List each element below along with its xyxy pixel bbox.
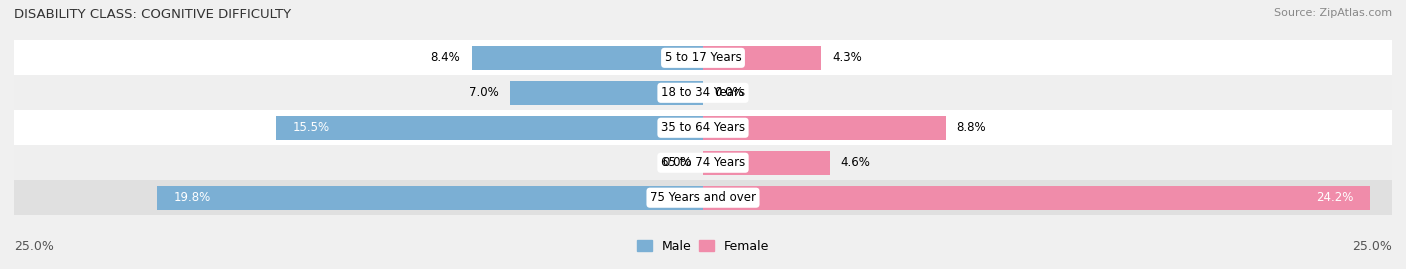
Bar — [14, 145, 1392, 180]
Bar — [703, 151, 830, 175]
Bar — [471, 46, 703, 70]
Text: 24.2%: 24.2% — [1316, 191, 1354, 204]
Text: 0.0%: 0.0% — [662, 156, 692, 169]
Text: 18 to 34 Years: 18 to 34 Years — [661, 86, 745, 99]
Bar — [14, 75, 1392, 110]
Text: 75 Years and over: 75 Years and over — [650, 191, 756, 204]
Text: 4.6%: 4.6% — [841, 156, 870, 169]
Text: 35 to 64 Years: 35 to 64 Years — [661, 121, 745, 134]
Bar — [14, 110, 1392, 145]
Text: 15.5%: 15.5% — [292, 121, 329, 134]
Legend: Male, Female: Male, Female — [631, 235, 775, 258]
Bar — [14, 180, 1392, 215]
Bar — [703, 46, 821, 70]
Text: 8.8%: 8.8% — [956, 121, 986, 134]
Text: 25.0%: 25.0% — [14, 240, 53, 253]
Bar — [703, 186, 1369, 210]
Text: DISABILITY CLASS: COGNITIVE DIFFICULTY: DISABILITY CLASS: COGNITIVE DIFFICULTY — [14, 8, 291, 21]
Bar — [276, 116, 703, 140]
Bar — [703, 116, 945, 140]
Text: 65 to 74 Years: 65 to 74 Years — [661, 156, 745, 169]
Bar — [157, 186, 703, 210]
Text: 19.8%: 19.8% — [174, 191, 211, 204]
Bar — [510, 81, 703, 105]
Text: 7.0%: 7.0% — [470, 86, 499, 99]
Text: 25.0%: 25.0% — [1353, 240, 1392, 253]
Text: Source: ZipAtlas.com: Source: ZipAtlas.com — [1274, 8, 1392, 18]
Text: 0.0%: 0.0% — [714, 86, 744, 99]
Text: 4.3%: 4.3% — [832, 51, 862, 64]
Bar — [14, 40, 1392, 75]
Text: 5 to 17 Years: 5 to 17 Years — [665, 51, 741, 64]
Text: 8.4%: 8.4% — [430, 51, 461, 64]
